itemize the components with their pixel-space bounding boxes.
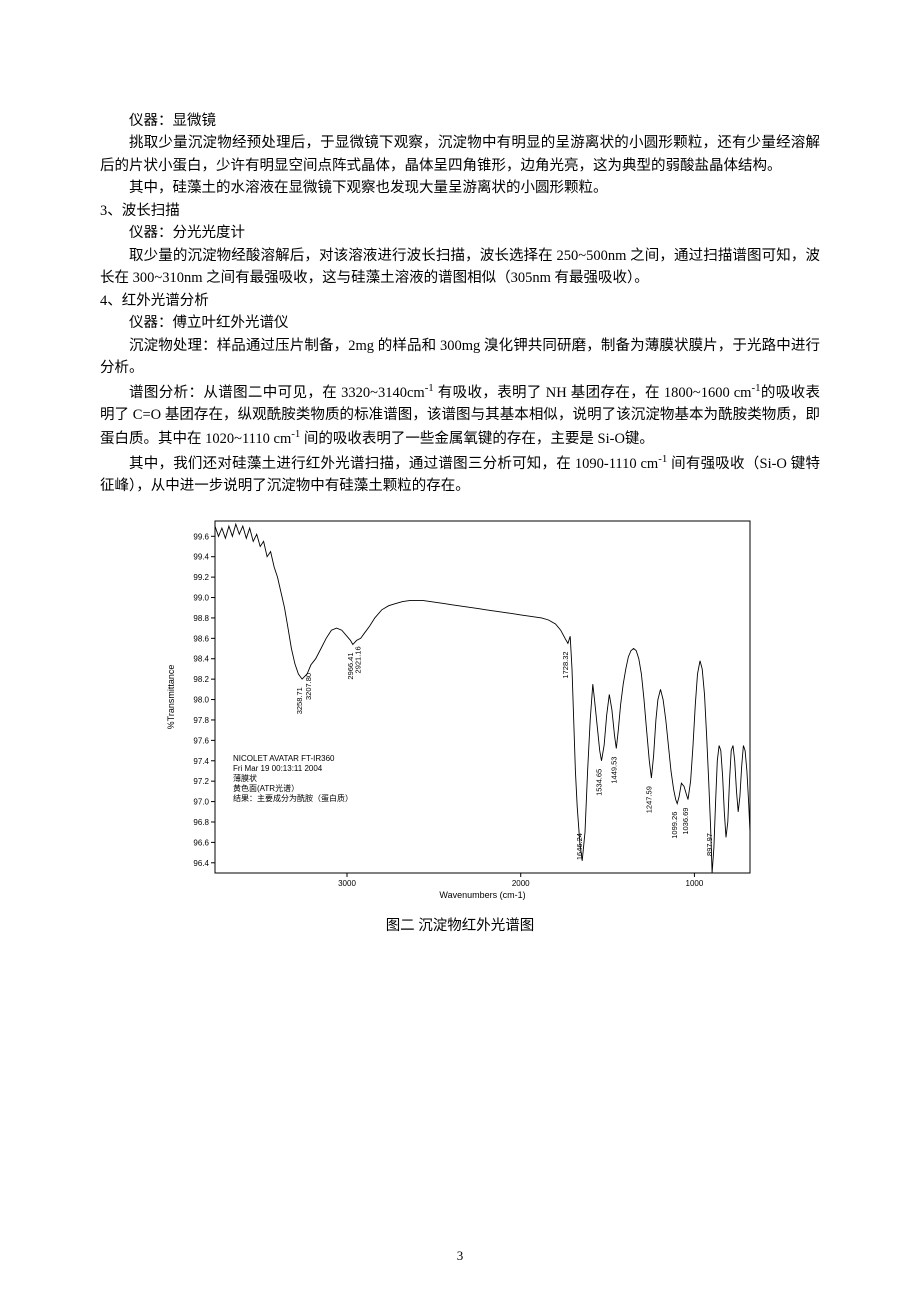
svg-text:98.0: 98.0 (193, 696, 209, 705)
svg-text:3000: 3000 (338, 879, 356, 888)
paragraph-spectrum-analysis: 谱图分析：从谱图二中可见，在 3320~3140cm-1 有吸收，表明了 NH … (100, 380, 820, 451)
paragraph-instrument-microscope: 仪器：显微镜 (100, 110, 820, 132)
svg-text:98.2: 98.2 (193, 676, 209, 685)
svg-text:96.6: 96.6 (193, 839, 209, 848)
svg-text:1247.59: 1247.59 (644, 787, 653, 814)
svg-text:98.6: 98.6 (193, 635, 209, 644)
paragraph-sample-prep: 沉淀物处理：样品通过压片制备，2mg 的样品和 300mg 溴化钾共同研磨，制备… (100, 335, 820, 380)
svg-text:1534.65: 1534.65 (595, 769, 604, 796)
svg-text:1449.53: 1449.53 (609, 757, 618, 784)
svg-text:结果：主要成分为酰胺（蛋白质）: 结果：主要成分为酰胺（蛋白质） (233, 793, 353, 803)
svg-text:897.97: 897.97 (705, 833, 714, 856)
svg-text:98.8: 98.8 (193, 614, 209, 623)
superscript: -1 (658, 453, 667, 465)
svg-text:97.4: 97.4 (193, 757, 209, 766)
page-number: 3 (0, 1248, 920, 1264)
text-run: 间的吸收表明了一些金属氧键的存在，主要是 Si-O键。 (300, 431, 654, 447)
svg-text:%Transmittance: %Transmittance (166, 665, 176, 730)
figure-caption: 图二 沉淀物红外光谱图 (100, 915, 820, 937)
paragraph-diatomite-observation: 其中，硅藻土的水溶液在显微镜下观察也发现大量呈游离状的小圆形颗粒。 (100, 177, 820, 199)
svg-text:NICOLET AVATAR FT-IR360: NICOLET AVATAR FT-IR360 (233, 754, 335, 763)
superscript: -1 (291, 428, 300, 440)
svg-text:97.6: 97.6 (193, 737, 209, 746)
svg-text:1036.69: 1036.69 (681, 808, 690, 835)
svg-text:98.4: 98.4 (193, 655, 209, 664)
ir-spectrum-svg: 99.6 99.4 99.2 99.0 98.8 98.6 98.4 98.2 98.0 97.8… (160, 511, 760, 901)
svg-text:1099.26: 1099.26 (670, 812, 679, 839)
heading-section-3: 3、波长扫描 (100, 200, 820, 222)
heading-section-4: 4、红外光谱分析 (100, 290, 820, 312)
svg-text:黄色面(ATR光谱）: 黄色面(ATR光谱） (233, 783, 299, 793)
svg-text:2921.16: 2921.16 (354, 647, 363, 674)
svg-text:96.8: 96.8 (193, 818, 209, 827)
svg-text:薄膜状: 薄膜状 (233, 773, 257, 783)
figure-ir-spectrum: 99.6 99.4 99.2 99.0 98.8 98.6 98.4 98.2 98.0 97.8… (100, 511, 820, 937)
svg-text:Fri Mar 19 00:13:11 2004: Fri Mar 19 00:13:11 2004 (233, 764, 323, 773)
text-run: 有吸收，表明了 NH 基团存在，在 1800~1600 cm (434, 384, 752, 400)
svg-text:97.0: 97.0 (193, 798, 209, 807)
paragraph-instrument-ftir: 仪器：傅立叶红外光谱仪 (100, 312, 820, 334)
page-content: 仪器：显微镜 挑取少量沉淀物经预处理后，于显微镜下观察，沉淀物中有明显的呈游离状… (0, 0, 920, 977)
superscript: -1 (425, 382, 434, 394)
svg-text:97.8: 97.8 (193, 716, 209, 725)
svg-text:3258.71: 3258.71 (295, 688, 304, 715)
svg-text:99.4: 99.4 (193, 553, 209, 562)
paragraph-instrument-spectrophotometer: 仪器：分光光度计 (100, 222, 820, 244)
svg-text:99.0: 99.0 (193, 594, 209, 603)
text-run: 其中，我们还对硅藻土进行红外光谱扫描，通过谱图三分析可知，在 1090-1110… (129, 456, 658, 472)
svg-text:2000: 2000 (512, 879, 530, 888)
svg-text:97.2: 97.2 (193, 778, 209, 787)
paragraph-wavelength-scan: 取少量的沉淀物经酸溶解后，对该溶液进行波长扫描，波长选择在 250~500nm … (100, 245, 820, 290)
paragraph-microscope-observation: 挑取少量沉淀物经预处理后，于显微镜下观察，沉淀物中有明显的呈游离状的小圆形颗粒，… (100, 132, 820, 177)
svg-text:3207.80: 3207.80 (304, 673, 313, 700)
svg-text:1728.32: 1728.32 (561, 652, 570, 679)
paragraph-diatomite-ir: 其中，我们还对硅藻土进行红外光谱扫描，通过谱图三分析可知，在 1090-1110… (100, 451, 820, 498)
ir-spectrum-chart: 99.6 99.4 99.2 99.0 98.8 98.6 98.4 98.2 98.0 97.8… (160, 511, 760, 901)
svg-text:1000: 1000 (686, 879, 704, 888)
svg-text:99.6: 99.6 (193, 533, 209, 542)
superscript: -1 (751, 382, 760, 394)
svg-text:Wavenumbers (cm-1): Wavenumbers (cm-1) (439, 890, 525, 900)
svg-text:99.2: 99.2 (193, 574, 209, 583)
text-run: 谱图分析：从谱图二中可见，在 3320~3140cm (129, 384, 425, 400)
svg-text:1646.24: 1646.24 (575, 833, 584, 860)
svg-text:96.4: 96.4 (193, 859, 209, 868)
